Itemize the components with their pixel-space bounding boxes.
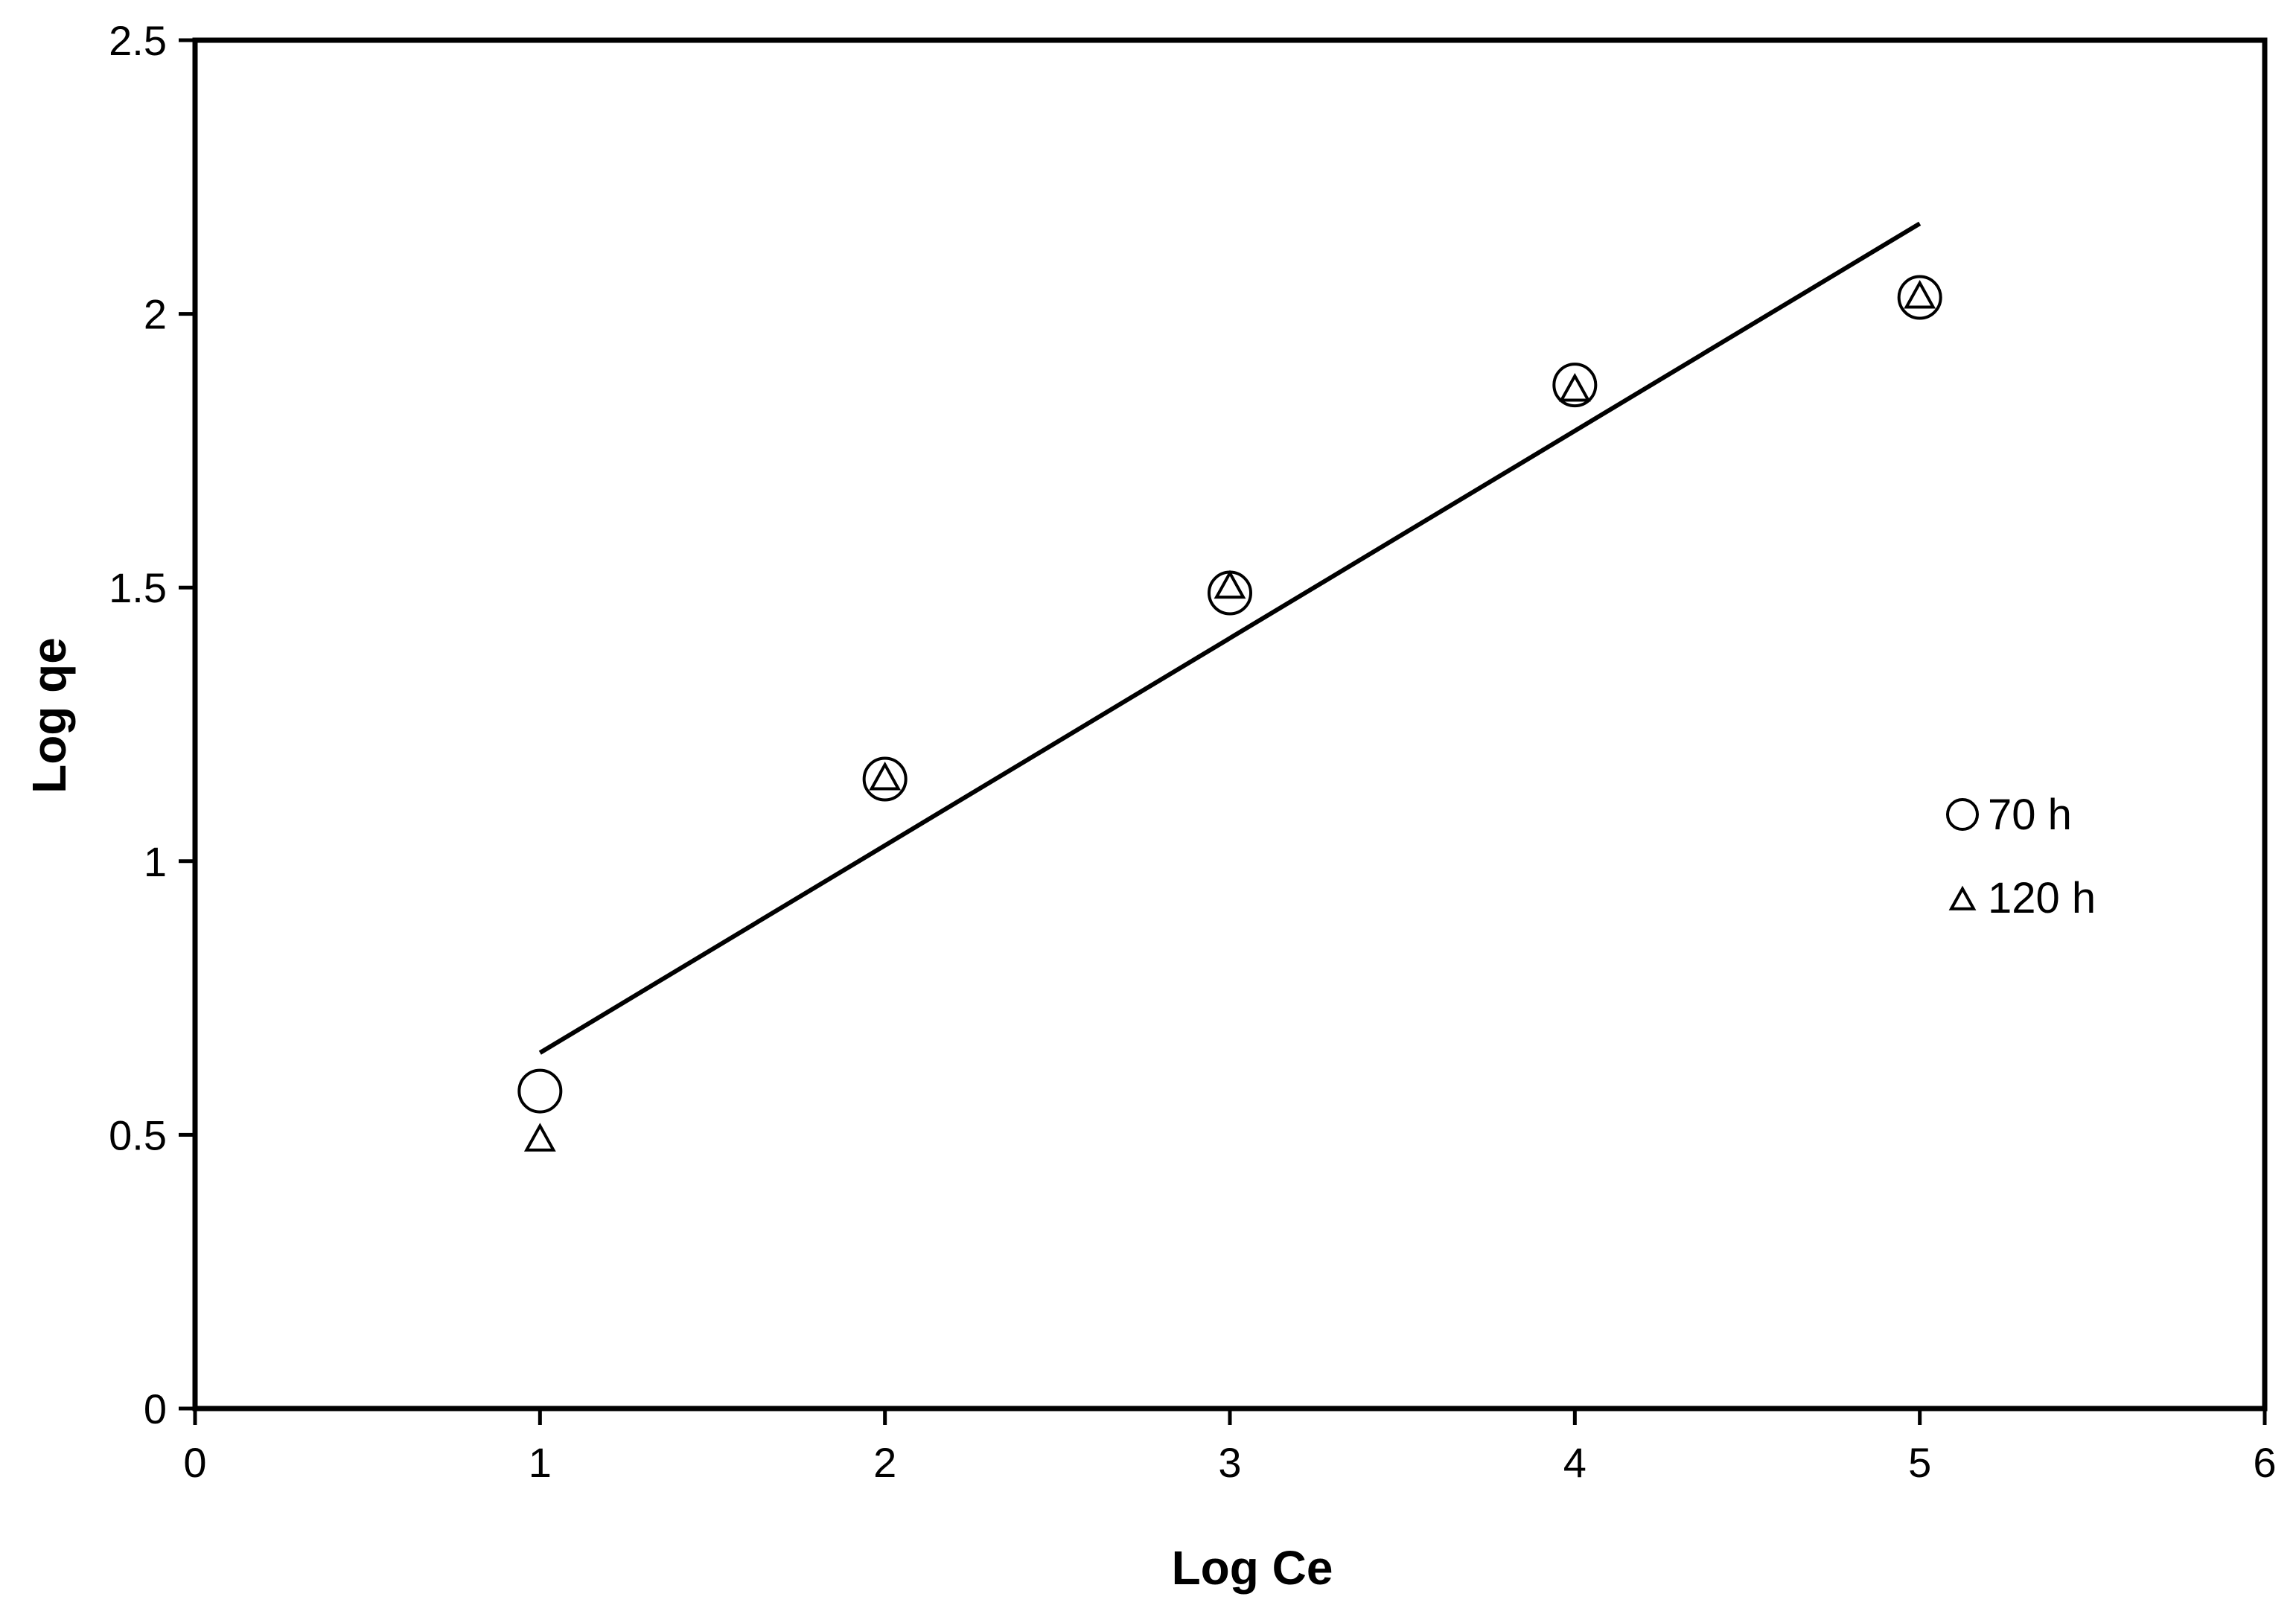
legend-label: 70 h bbox=[1988, 791, 2072, 839]
y-tick-label: 0 bbox=[144, 1385, 167, 1432]
x-axis-ticks: 0 1 2 3 4 5 6 bbox=[183, 1409, 2277, 1486]
trendline bbox=[538, 221, 1922, 1055]
y-axis-title: Log qe bbox=[22, 637, 76, 794]
x-axis-title: Log Ce bbox=[1172, 1541, 1333, 1595]
data-point-circle-70-h bbox=[1897, 275, 1942, 320]
plot-frame-group bbox=[192, 37, 2268, 1412]
legend-label: 120 h bbox=[1988, 874, 2096, 922]
data-point-triangle-120-h bbox=[1214, 570, 1246, 599]
legend-marker-circle bbox=[1946, 798, 1979, 831]
y-tick-label: 2 bbox=[144, 291, 167, 338]
data-point-triangle-120-h bbox=[523, 1123, 556, 1152]
data-point-triangle-120-h bbox=[1904, 279, 1936, 309]
data-point-circle-70-h bbox=[1552, 363, 1598, 408]
x-tick-label: 0 bbox=[183, 1439, 206, 1486]
x-tick-label: 2 bbox=[873, 1439, 896, 1486]
y-tick-label: 0.5 bbox=[109, 1111, 167, 1158]
y-tick-label: 1 bbox=[144, 838, 167, 885]
data-point-circle-70-h bbox=[862, 756, 908, 802]
plot-area-border bbox=[192, 37, 2268, 1412]
y-tick-label: 2.5 bbox=[109, 17, 167, 64]
data-point-circle-70-h bbox=[517, 1068, 563, 1114]
y-axis-ticks: 0 0.5 1 1.5 2 2.5 bbox=[109, 17, 195, 1432]
data-point-triangle-120-h bbox=[1558, 372, 1591, 402]
x-tick-label: 6 bbox=[2253, 1439, 2276, 1486]
x-tick-label: 4 bbox=[1563, 1439, 1587, 1486]
data-points bbox=[517, 275, 1942, 1152]
x-tick-label: 3 bbox=[1218, 1439, 1241, 1486]
data-point-circle-70-h bbox=[1208, 570, 1252, 616]
legend: 70 h 120 h bbox=[1946, 791, 2096, 922]
trendline-group bbox=[538, 221, 1922, 1055]
legend-marker-triangle bbox=[1948, 885, 1977, 910]
data-point-triangle-120-h bbox=[869, 761, 902, 791]
x-tick-label: 5 bbox=[1908, 1439, 1931, 1486]
y-tick-label: 1.5 bbox=[109, 564, 167, 611]
x-tick-label: 1 bbox=[529, 1439, 552, 1486]
